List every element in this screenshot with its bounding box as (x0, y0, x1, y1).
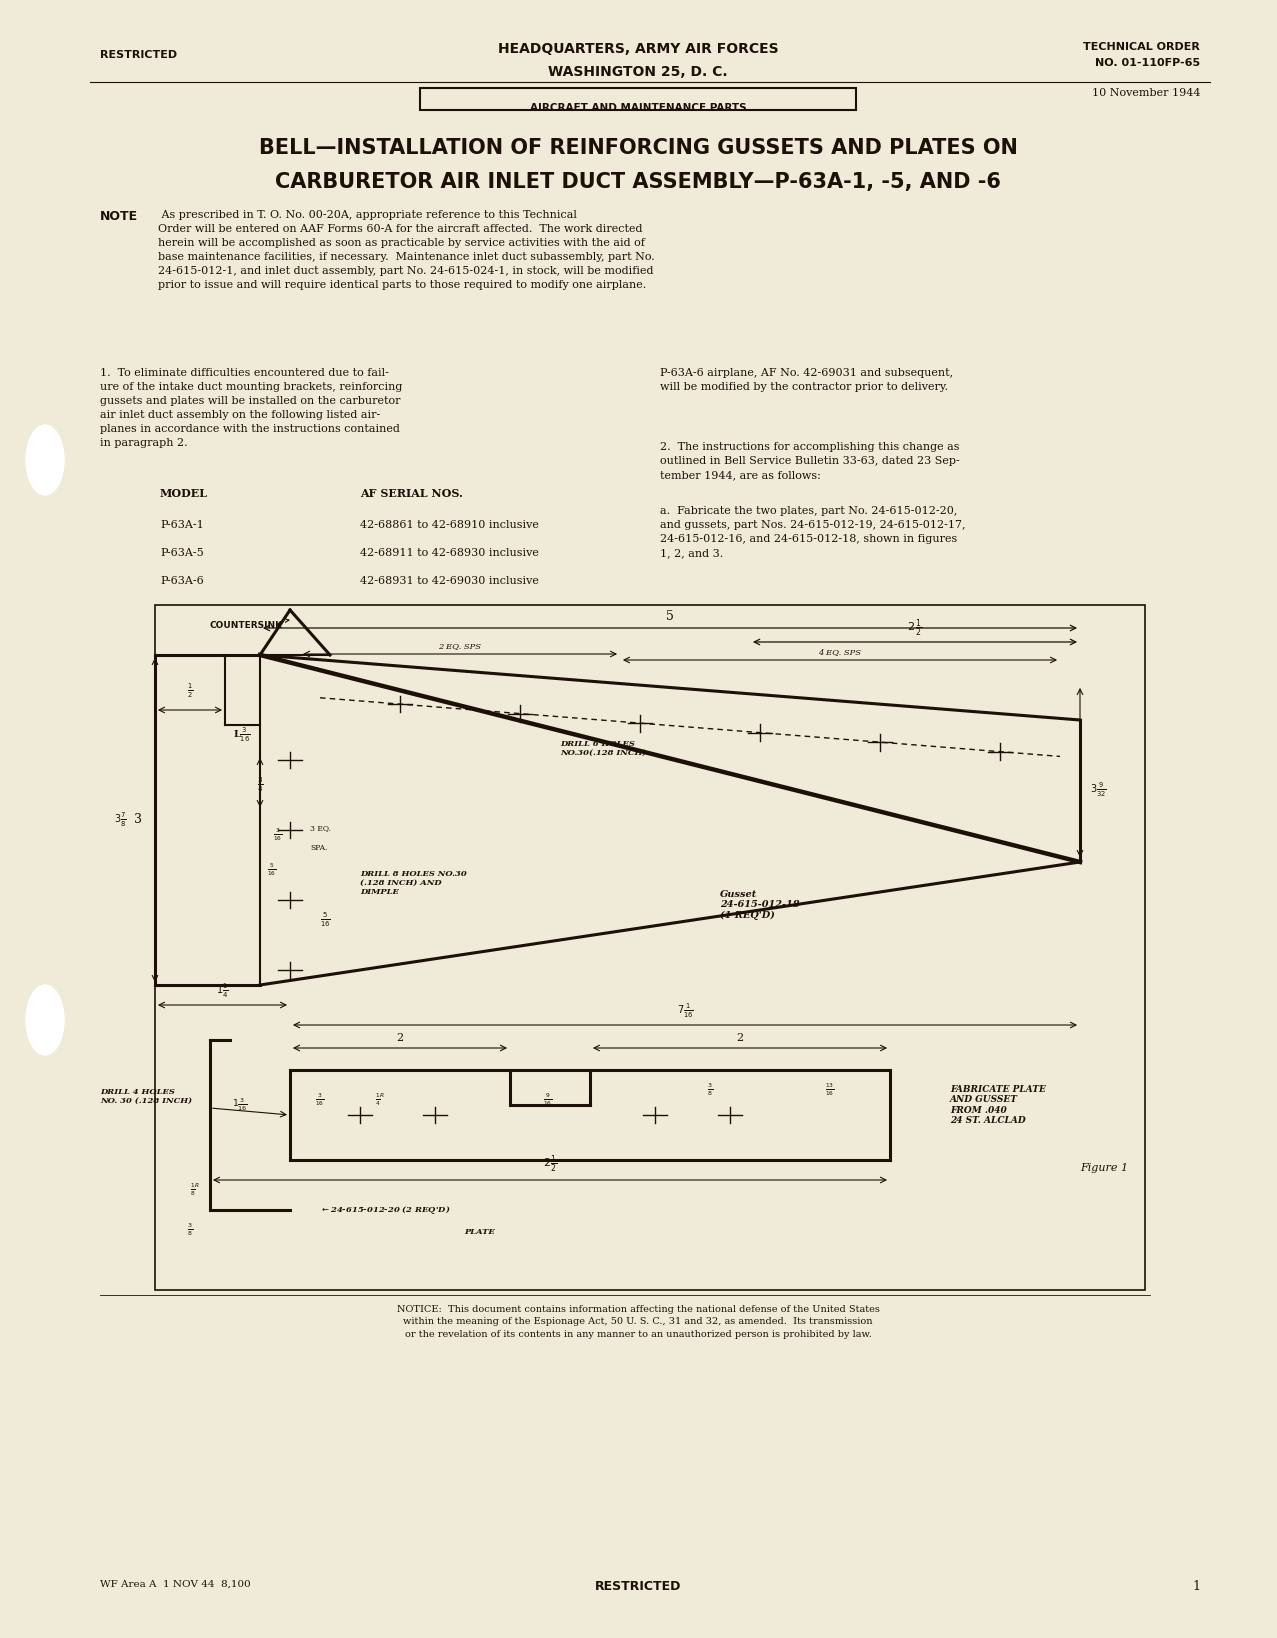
Text: $\frac{3}{16}$: $\frac{3}{16}$ (315, 1093, 324, 1109)
Text: AIRCRAFT AND MAINTENANCE PARTS: AIRCRAFT AND MAINTENANCE PARTS (530, 103, 746, 113)
Text: DRILL 4 HOLES
NO. 30 (.128 INCH): DRILL 4 HOLES NO. 30 (.128 INCH) (100, 1088, 192, 1106)
Text: $1\frac{3}{16}$: $1\frac{3}{16}$ (232, 1097, 248, 1114)
Text: $\frac{1}{8}^R$: $\frac{1}{8}^R$ (190, 1181, 200, 1199)
Text: 10 November 1944: 10 November 1944 (1092, 88, 1200, 98)
Text: AF SERIAL NOS.: AF SERIAL NOS. (360, 488, 462, 500)
Text: Figure 1: Figure 1 (1080, 1163, 1128, 1173)
Text: $\frac{3}{8}$: $\frac{3}{8}$ (186, 1222, 193, 1238)
Text: 2.  The instructions for accomplishing this change as
outlined in Bell Service B: 2. The instructions for accomplishing th… (660, 442, 960, 480)
Text: DRILL 6 HOLES
NO.30(.128 INCH): DRILL 6 HOLES NO.30(.128 INCH) (561, 740, 646, 757)
Text: P-63A-6 airplane, AF No. 42-69031 and subsequent,
will be modified by the contra: P-63A-6 airplane, AF No. 42-69031 and su… (660, 369, 953, 391)
Text: $3\frac{7}{8}$: $3\frac{7}{8}$ (114, 811, 126, 829)
Text: FABRICATE PLATE
AND GUSSET
FROM .040
24 ST. ALCLAD: FABRICATE PLATE AND GUSSET FROM .040 24 … (950, 1084, 1046, 1125)
Text: SPA.: SPA. (310, 844, 327, 852)
Text: 1: 1 (1191, 1581, 1200, 1594)
Ellipse shape (26, 424, 64, 495)
Text: $\frac{3}{16}$: $\frac{3}{16}$ (273, 827, 282, 844)
Text: 2 EQ. SPS: 2 EQ. SPS (438, 642, 481, 650)
Text: $1\frac{1}{4}$: $1\frac{1}{4}$ (216, 981, 229, 1001)
Text: $\frac{5}{16}$: $\frac{5}{16}$ (267, 862, 277, 878)
Text: $3\frac{9}{32}$: $3\frac{9}{32}$ (1091, 781, 1107, 799)
Text: 3: 3 (134, 814, 142, 827)
Text: $\frac{13}{16}$: $\frac{13}{16}$ (825, 1081, 835, 1097)
Text: 42-68911 to 42-68930 inclusive: 42-68911 to 42-68930 inclusive (360, 549, 539, 559)
Text: $\frac{1}{4}^R$: $\frac{1}{4}^R$ (375, 1093, 386, 1109)
Text: As prescribed in T. O. No. 00-20A, appropriate reference to this Technical
Order: As prescribed in T. O. No. 00-20A, appro… (158, 210, 655, 290)
Text: $\frac{3}{8}$: $\frac{3}{8}$ (707, 1081, 713, 1099)
Text: COUNTERSINK: COUNTERSINK (209, 619, 289, 629)
Text: 3 EQ.: 3 EQ. (310, 824, 331, 832)
Text: L$\frac{3}{16}$: L$\frac{3}{16}$ (234, 726, 250, 744)
Text: $2\,\frac{1}{2}$: $2\,\frac{1}{2}$ (907, 618, 923, 639)
Text: BELL—INSTALLATION OF REINFORCING GUSSETS AND PLATES ON: BELL—INSTALLATION OF REINFORCING GUSSETS… (258, 138, 1018, 157)
Text: 5: 5 (667, 609, 674, 622)
Text: WASHINGTON 25, D. C.: WASHINGTON 25, D. C. (548, 66, 728, 79)
Text: MODEL: MODEL (160, 488, 208, 500)
Text: P-63A-6: P-63A-6 (160, 577, 204, 586)
Text: 42-68931 to 42-69030 inclusive: 42-68931 to 42-69030 inclusive (360, 577, 539, 586)
Text: RESTRICTED: RESTRICTED (100, 51, 178, 61)
Text: NOTICE:  This document contains information affecting the national defense of th: NOTICE: This document contains informati… (397, 1305, 880, 1338)
Text: P-63A-1: P-63A-1 (160, 519, 204, 531)
Bar (420, 88, 856, 110)
Text: a.  Fabricate the two plates, part No. 24-615-012-20,
and gussets, part Nos. 24-: a. Fabricate the two plates, part No. 24… (660, 506, 965, 559)
Text: P-63A-5: P-63A-5 (160, 549, 204, 559)
Text: $\frac{3}{4}$: $\frac{3}{4}$ (257, 776, 263, 794)
Text: 2: 2 (396, 1034, 404, 1043)
Text: $\frac{9}{16}$: $\frac{9}{16}$ (543, 1093, 553, 1109)
Text: TECHNICAL ORDER: TECHNICAL ORDER (1083, 43, 1200, 52)
Text: WF Area A  1 NOV 44  8,100: WF Area A 1 NOV 44 8,100 (100, 1581, 250, 1589)
Text: $\frac{5}{16}$: $\frac{5}{16}$ (319, 911, 331, 929)
Text: $7\frac{1}{16}$: $7\frac{1}{16}$ (677, 1002, 693, 1020)
Text: $\frac{1}{2}$: $\frac{1}{2}$ (186, 681, 193, 699)
Text: HEADQUARTERS, ARMY AIR FORCES: HEADQUARTERS, ARMY AIR FORCES (498, 43, 778, 56)
Text: 2: 2 (737, 1034, 743, 1043)
Text: DRILL 8 HOLES NO.30
(.128 INCH) AND
DIMPLE: DRILL 8 HOLES NO.30 (.128 INCH) AND DIMP… (360, 870, 467, 896)
Text: 42-68861 to 42-68910 inclusive: 42-68861 to 42-68910 inclusive (360, 519, 539, 531)
Text: PLATE: PLATE (465, 1228, 495, 1237)
Bar (155, 604, 1145, 1291)
Text: Gusset
24-615-012-18
(1 REQ'D): Gusset 24-615-012-18 (1 REQ'D) (720, 889, 799, 921)
Text: NOTE: NOTE (100, 210, 138, 223)
Text: 1.  To eliminate difficulties encountered due to fail-
ure of the intake duct mo: 1. To eliminate difficulties encountered… (100, 369, 402, 449)
Text: RESTRICTED: RESTRICTED (595, 1581, 681, 1594)
Text: 4 EQ. SPS: 4 EQ. SPS (819, 649, 862, 655)
Text: $\leftarrow$24-615-012-20 (2 REQ'D): $\leftarrow$24-615-012-20 (2 REQ'D) (321, 1204, 451, 1215)
Text: CARBURETOR AIR INLET DUCT ASSEMBLY—P-63A-1, -5, AND -6: CARBURETOR AIR INLET DUCT ASSEMBLY—P-63A… (275, 172, 1001, 192)
Ellipse shape (26, 984, 64, 1055)
Text: $2\frac{1}{2}$: $2\frac{1}{2}$ (543, 1153, 557, 1174)
Text: NO. 01-110FP-65: NO. 01-110FP-65 (1094, 57, 1200, 69)
